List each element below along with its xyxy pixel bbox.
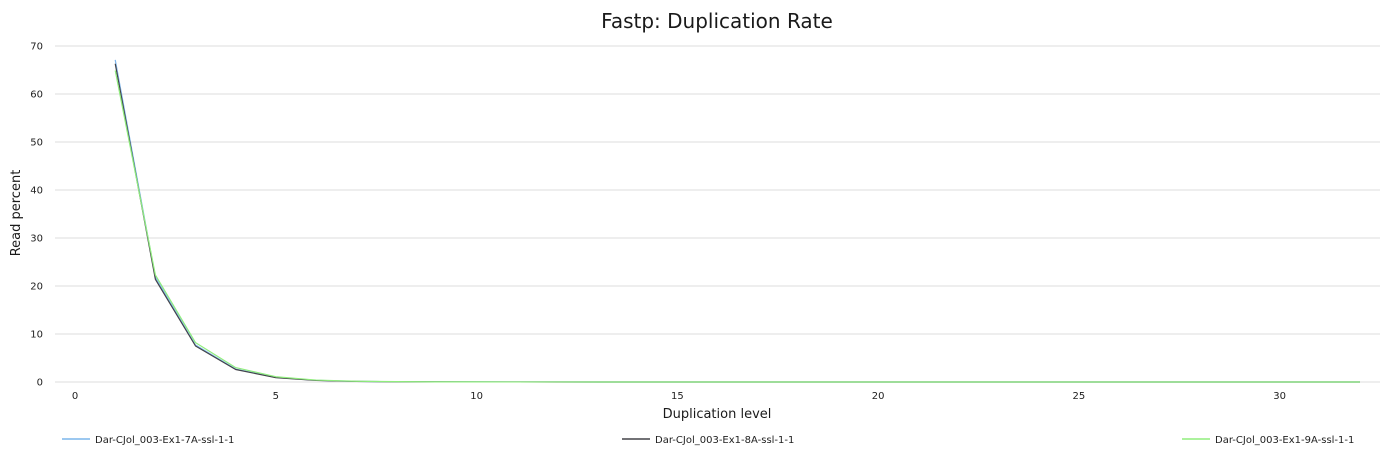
y-tick-label: 20 <box>30 282 43 293</box>
legend-label: Dar-CJol_003-Ex1-8A-ssl-1-1 <box>655 435 794 446</box>
legend-label: Dar-CJol_003-Ex1-7A-ssl-1-1 <box>95 435 234 446</box>
x-tick-label: 30 <box>1273 391 1286 402</box>
plot-area <box>114 59 1360 383</box>
gridlines <box>55 45 1380 383</box>
y-tick-label: 0 <box>37 378 43 389</box>
x-axis-label: Duplication level <box>663 407 772 422</box>
x-tick-label: 0 <box>72 391 78 402</box>
legend-item-2[interactable]: Dar-CJol_003-Ex1-8A-ssl-1-1 <box>622 435 794 446</box>
series-line-3[interactable] <box>114 70 1360 383</box>
legend-item-3[interactable]: Dar-CJol_003-Ex1-9A-ssl-1-1 <box>1182 435 1354 446</box>
y-tick-label: 60 <box>30 90 43 101</box>
x-tick-label: 15 <box>671 391 684 402</box>
chart-title: Fastp: Duplication Rate <box>601 9 833 33</box>
x-tick-label: 20 <box>872 391 885 402</box>
y-tick-label: 10 <box>30 330 43 341</box>
y-tick-label: 50 <box>30 138 43 149</box>
y-axis-ticks: 0 10 20 30 40 50 60 70 <box>30 42 43 389</box>
x-tick-label: 10 <box>470 391 483 402</box>
legend-label: Dar-CJol_003-Ex1-9A-ssl-1-1 <box>1215 435 1354 446</box>
y-tick-label: 30 <box>30 234 43 245</box>
y-axis-label: Read percent <box>9 170 24 257</box>
x-axis-ticks: 0 5 10 15 20 25 30 <box>72 391 1286 402</box>
x-tick-label: 25 <box>1072 391 1085 402</box>
x-tick-label: 5 <box>273 391 279 402</box>
y-tick-label: 70 <box>30 42 43 53</box>
legend: Dar-CJol_003-Ex1-7A-ssl-1-1 Dar-CJol_003-… <box>62 435 1354 446</box>
y-tick-label: 40 <box>30 186 43 197</box>
legend-item-1[interactable]: Dar-CJol_003-Ex1-7A-ssl-1-1 <box>62 435 234 446</box>
